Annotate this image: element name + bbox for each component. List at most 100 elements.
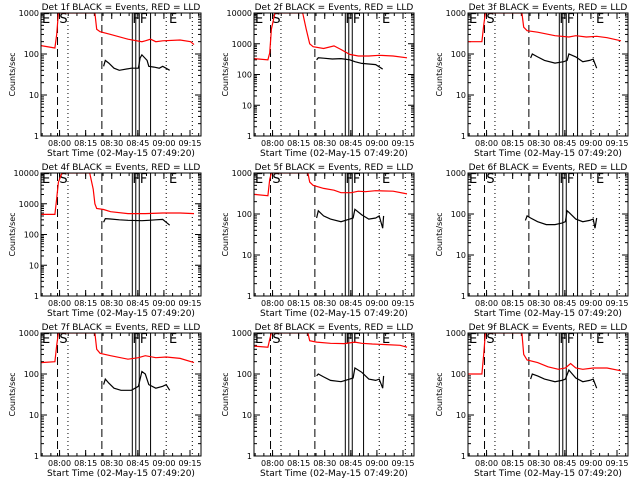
panel-det-1f: Det 1f BLACK = Events, RED = LLD 1 10 100 10… — [8, 3, 202, 159]
time-marker-letter: S — [486, 332, 494, 347]
y-tick-label: 1 — [247, 452, 252, 461]
time-marker-letter: S — [59, 332, 67, 347]
time-marker-letter: E — [469, 332, 477, 347]
y-tick-label: 10 — [456, 91, 466, 100]
x-tick-label: 08:15 — [501, 139, 524, 148]
plot-frame — [40, 172, 202, 297]
time-marker-letter: FF — [559, 332, 574, 347]
time-marker-letter: FF — [345, 172, 360, 187]
panel-det-3f: Det 3f BLACK = Events, RED = LLD 1 10 100 10… — [435, 3, 629, 159]
panel-det-9f: Det 9f BLACK = Events, RED = LLD 1 10 100 10… — [435, 323, 629, 479]
series-line-events — [530, 368, 598, 389]
x-tick-label: 08:15 — [501, 459, 524, 468]
plot-frame — [40, 332, 202, 457]
x-tick-label: 09:15 — [391, 299, 414, 308]
y-tick-label: 1 — [34, 292, 39, 301]
x-tick-label: 08:45 — [339, 139, 362, 148]
time-marker-letter: S — [59, 12, 67, 27]
y-tick-label: 10 — [456, 251, 466, 260]
y-axis-label: Counts/sec — [221, 372, 230, 416]
x-tick-label: 08:45 — [126, 299, 149, 308]
time-marker-letter: FF — [132, 12, 147, 27]
x-tick-label: 09:00 — [365, 139, 388, 148]
x-tick-label: 08:00 — [261, 299, 284, 308]
time-marker-letter: E — [42, 332, 50, 347]
x-tick-label: 09:00 — [365, 299, 388, 308]
x-tick-label: 09:15 — [605, 139, 628, 148]
time-marker-letter: E — [596, 172, 604, 187]
y-tick-label: 10000 — [227, 9, 252, 18]
y-tick-label: 10 — [29, 261, 39, 270]
x-tick-label: 08:45 — [339, 459, 362, 468]
x-axis-label: Start Time (02-May-15 07:49:20) — [47, 469, 195, 479]
x-tick-label: 08:00 — [261, 459, 284, 468]
y-tick-label: 10 — [29, 411, 39, 420]
panel-title: Det 8f BLACK = Events, RED = LLD — [255, 323, 414, 333]
time-marker-letter: S — [486, 12, 494, 27]
y-tick-label: 100 — [451, 50, 466, 59]
y-tick-label: 1000 — [446, 9, 466, 18]
x-axis-label: Start Time (02-May-15 07:49:20) — [260, 149, 408, 159]
series-line-events — [103, 53, 170, 71]
x-tick-label: 08:00 — [475, 459, 498, 468]
series-line-lld — [41, 173, 195, 216]
y-tick-label: 1000 — [19, 329, 39, 338]
panel-title: Det 1f BLACK = Events, RED = LLD — [42, 3, 201, 13]
x-tick-label: 08:30 — [527, 459, 550, 468]
y-tick-label: 10 — [242, 411, 252, 420]
time-marker-letter: E — [169, 172, 177, 187]
y-axis-label: Counts/sec — [8, 372, 17, 416]
x-tick-label: 08:00 — [48, 139, 71, 148]
y-axis-label: Counts/sec — [221, 52, 230, 96]
x-tick-label: 09:00 — [152, 139, 175, 148]
series-line-events — [103, 370, 171, 391]
y-tick-label: 100 — [24, 231, 39, 240]
y-axis-label: Counts/sec — [8, 52, 17, 96]
panel-det-4f: Det 4f BLACK = Events, RED = LLD 1 10 100 10… — [8, 163, 202, 319]
time-marker-letter: E — [169, 12, 177, 27]
series-line-events — [530, 53, 598, 69]
series-line-events — [316, 57, 384, 70]
y-tick-label: 1 — [461, 132, 466, 141]
time-marker-letter: S — [59, 172, 67, 187]
x-tick-label: 09:15 — [391, 459, 414, 468]
time-marker-letter: S — [272, 12, 280, 27]
x-tick-label: 08:45 — [339, 299, 362, 308]
x-tick-label: 08:30 — [313, 299, 336, 308]
y-tick-label: 10 — [242, 251, 252, 260]
x-tick-label: 09:00 — [365, 459, 388, 468]
panel-det-2f: Det 2f BLACK = Events, RED = LLD 1 10 100 10… — [221, 3, 415, 159]
x-tick-label: 08:00 — [48, 459, 71, 468]
x-tick-label: 08:45 — [553, 139, 576, 148]
panel-det-6f: Det 6f BLACK = Events, RED = LLD 1 10 100 10… — [435, 163, 629, 319]
series-line-lld — [254, 173, 408, 197]
y-tick-label: 1 — [247, 132, 252, 141]
x-tick-label: 09:00 — [579, 139, 602, 148]
y-tick-label: 1 — [34, 452, 39, 461]
x-tick-label: 08:00 — [48, 299, 71, 308]
x-tick-label: 08:15 — [74, 459, 97, 468]
time-marker-letter: FF — [345, 12, 360, 27]
panel-det-8f: Det 8f BLACK = Events, RED = LLD 1 10 100 10… — [221, 323, 415, 479]
time-marker-letter: E — [42, 12, 50, 27]
time-marker-letter: E — [255, 12, 263, 27]
y-tick-label: 1 — [461, 452, 466, 461]
time-marker-letter: S — [272, 332, 280, 347]
x-tick-label: 08:00 — [475, 299, 498, 308]
x-tick-label: 09:15 — [605, 459, 628, 468]
x-tick-label: 09:00 — [152, 459, 175, 468]
y-tick-label: 10 — [242, 101, 252, 110]
time-marker-letter: E — [255, 172, 263, 187]
y-tick-label: 10000 — [14, 169, 39, 178]
x-tick-label: 08:30 — [527, 139, 550, 148]
time-marker-letter: FF — [132, 332, 147, 347]
time-marker-letter: E — [255, 332, 263, 347]
x-tick-label: 08:45 — [553, 459, 576, 468]
y-tick-label: 1000 — [446, 169, 466, 178]
y-axis-label: Counts/sec — [435, 372, 444, 416]
y-tick-label: 1000 — [19, 9, 39, 18]
x-tick-label: 08:30 — [527, 299, 550, 308]
y-axis-label: Counts/sec — [435, 52, 444, 96]
x-tick-label: 08:45 — [126, 139, 149, 148]
y-tick-label: 100 — [451, 210, 466, 219]
